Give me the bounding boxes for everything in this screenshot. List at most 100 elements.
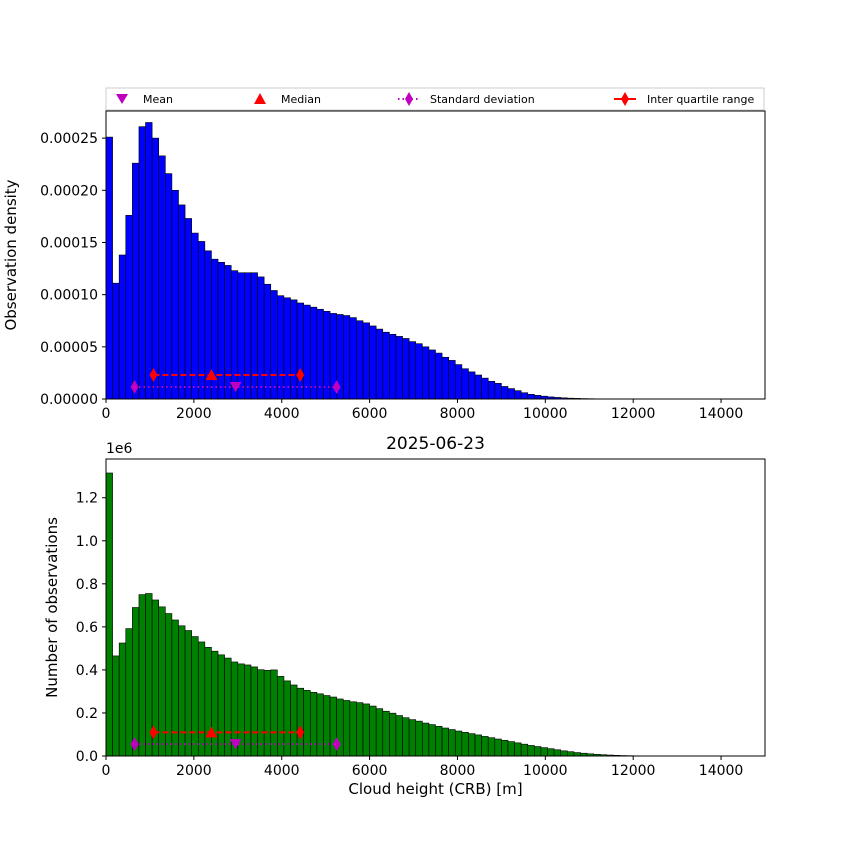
histogram-bar: [191, 636, 199, 757]
histogram-bar: [290, 299, 298, 400]
y-tick-label: 1.2: [76, 491, 98, 507]
histogram-bar: [468, 371, 476, 400]
x-tick-label: 14000: [699, 763, 744, 779]
histogram-bar: [165, 613, 173, 757]
histogram-bar: [184, 630, 192, 757]
std-marker: [332, 737, 341, 752]
histogram-bar: [382, 331, 390, 400]
statistics-markers: [130, 368, 341, 394]
histogram-bar: [514, 742, 522, 757]
histogram-bar: [435, 725, 443, 757]
y-tick-label: 0.00010: [40, 288, 98, 304]
histogram-bar: [507, 741, 515, 757]
histogram-bar: [323, 311, 331, 400]
histogram-bar: [270, 290, 278, 400]
histogram-bar: [224, 265, 232, 400]
histogram-bar: [428, 724, 436, 757]
histogram-bar: [349, 317, 357, 400]
histogram-bar: [402, 717, 410, 757]
histogram-bar: [171, 619, 179, 757]
histogram-bar: [369, 705, 377, 757]
histogram-bar: [105, 472, 113, 757]
histogram-bar: [250, 272, 258, 400]
histogram-bar: [461, 732, 469, 757]
histogram-bar: [395, 715, 403, 757]
histogram-bar: [382, 710, 390, 757]
y-tick-label: 1.0: [76, 534, 98, 550]
histogram-bar: [481, 736, 489, 757]
legend-item-median: Median: [254, 93, 321, 106]
y-axis-label: Number of observations: [43, 517, 61, 698]
legend-iqr-marker-icon: [621, 92, 629, 106]
y-tick-label: 0.0: [76, 749, 98, 765]
histogram-bar: [514, 390, 522, 400]
histogram-bar: [369, 325, 377, 400]
x-tick-label: 0: [102, 763, 111, 779]
x-axis: 0 2000 4000 6000 8000 10000 12000 14000: [102, 756, 744, 779]
histogram-bar: [441, 356, 449, 400]
histogram-bar: [527, 393, 535, 400]
histogram-bar: [197, 641, 206, 757]
histogram-bar: [527, 745, 535, 757]
histogram-bar: [560, 750, 568, 757]
histogram-bar: [547, 748, 555, 757]
y-tick-label: 0.4: [76, 663, 98, 679]
histogram-bar: [244, 664, 252, 757]
histogram-bar: [474, 734, 482, 757]
count-histogram-plot: 0 2000 4000 6000 8000 10000 12000 140000.00.20.…: [43, 434, 766, 798]
histogram-bar: [204, 647, 212, 757]
histogram-bar: [389, 712, 397, 757]
histogram-bar: [151, 137, 160, 400]
histogram-bar: [481, 377, 489, 400]
median-marker: [205, 726, 218, 738]
histogram-bar: [230, 270, 239, 400]
histogram-bar: [263, 283, 272, 400]
histogram-bar: [125, 628, 133, 757]
histogram-bar: [316, 308, 324, 400]
x-tick-label: 14000: [699, 406, 744, 422]
histogram-bar: [118, 254, 127, 400]
histogram-bar: [277, 295, 285, 400]
histogram-bar: [501, 739, 509, 757]
y-tick-label: 0.00015: [40, 235, 98, 251]
histogram-bar: [270, 669, 278, 757]
y-axis: 0.00000 0.00005 0.00010 0.00015 0.00020 0.000…: [40, 131, 106, 408]
x-tick-label: 4000: [264, 406, 300, 422]
histogram-bar: [132, 162, 140, 400]
histogram-bar: [125, 215, 133, 400]
histogram-bar: [375, 708, 384, 757]
histogram-bar: [428, 349, 436, 400]
legend-iqr-label: Inter quartile range: [647, 93, 754, 106]
histogram-bar: [507, 388, 515, 400]
mean-marker: [229, 739, 242, 750]
histogram-bar: [408, 719, 417, 757]
histogram-bar: [553, 749, 562, 757]
histogram-bar: [534, 746, 542, 757]
histogram-bar: [112, 655, 120, 757]
x-tick-label: 10000: [523, 763, 568, 779]
histogram-bar: [283, 680, 291, 757]
x-axis-label: Cloud height (CRB) [m]: [348, 780, 522, 798]
std-marker: [130, 737, 139, 752]
legend-median-label: Median: [281, 93, 321, 106]
histogram-bar: [435, 352, 443, 400]
histogram-bar: [540, 747, 548, 757]
y-axis-label: Observation density: [2, 179, 20, 330]
histogram-bar: [494, 383, 502, 400]
legend-mean-marker-icon: [116, 94, 128, 104]
histogram-bar: [487, 380, 496, 400]
median-marker: [205, 369, 218, 380]
y-offset-label: 1e6: [106, 441, 133, 457]
x-tick-label: 12000: [611, 763, 656, 779]
histogram-bar: [566, 751, 575, 757]
histogram-bar: [165, 173, 173, 400]
histogram-bar: [362, 322, 370, 400]
histogram-bar: [501, 386, 509, 400]
histogram-bar: [422, 722, 430, 757]
histogram-bar: [408, 341, 417, 400]
legend-item-iqr: Inter quartile range: [614, 92, 754, 106]
histogram-bars: [105, 472, 706, 757]
histogram-bar: [112, 282, 120, 400]
legend-frame: [105, 87, 765, 111]
